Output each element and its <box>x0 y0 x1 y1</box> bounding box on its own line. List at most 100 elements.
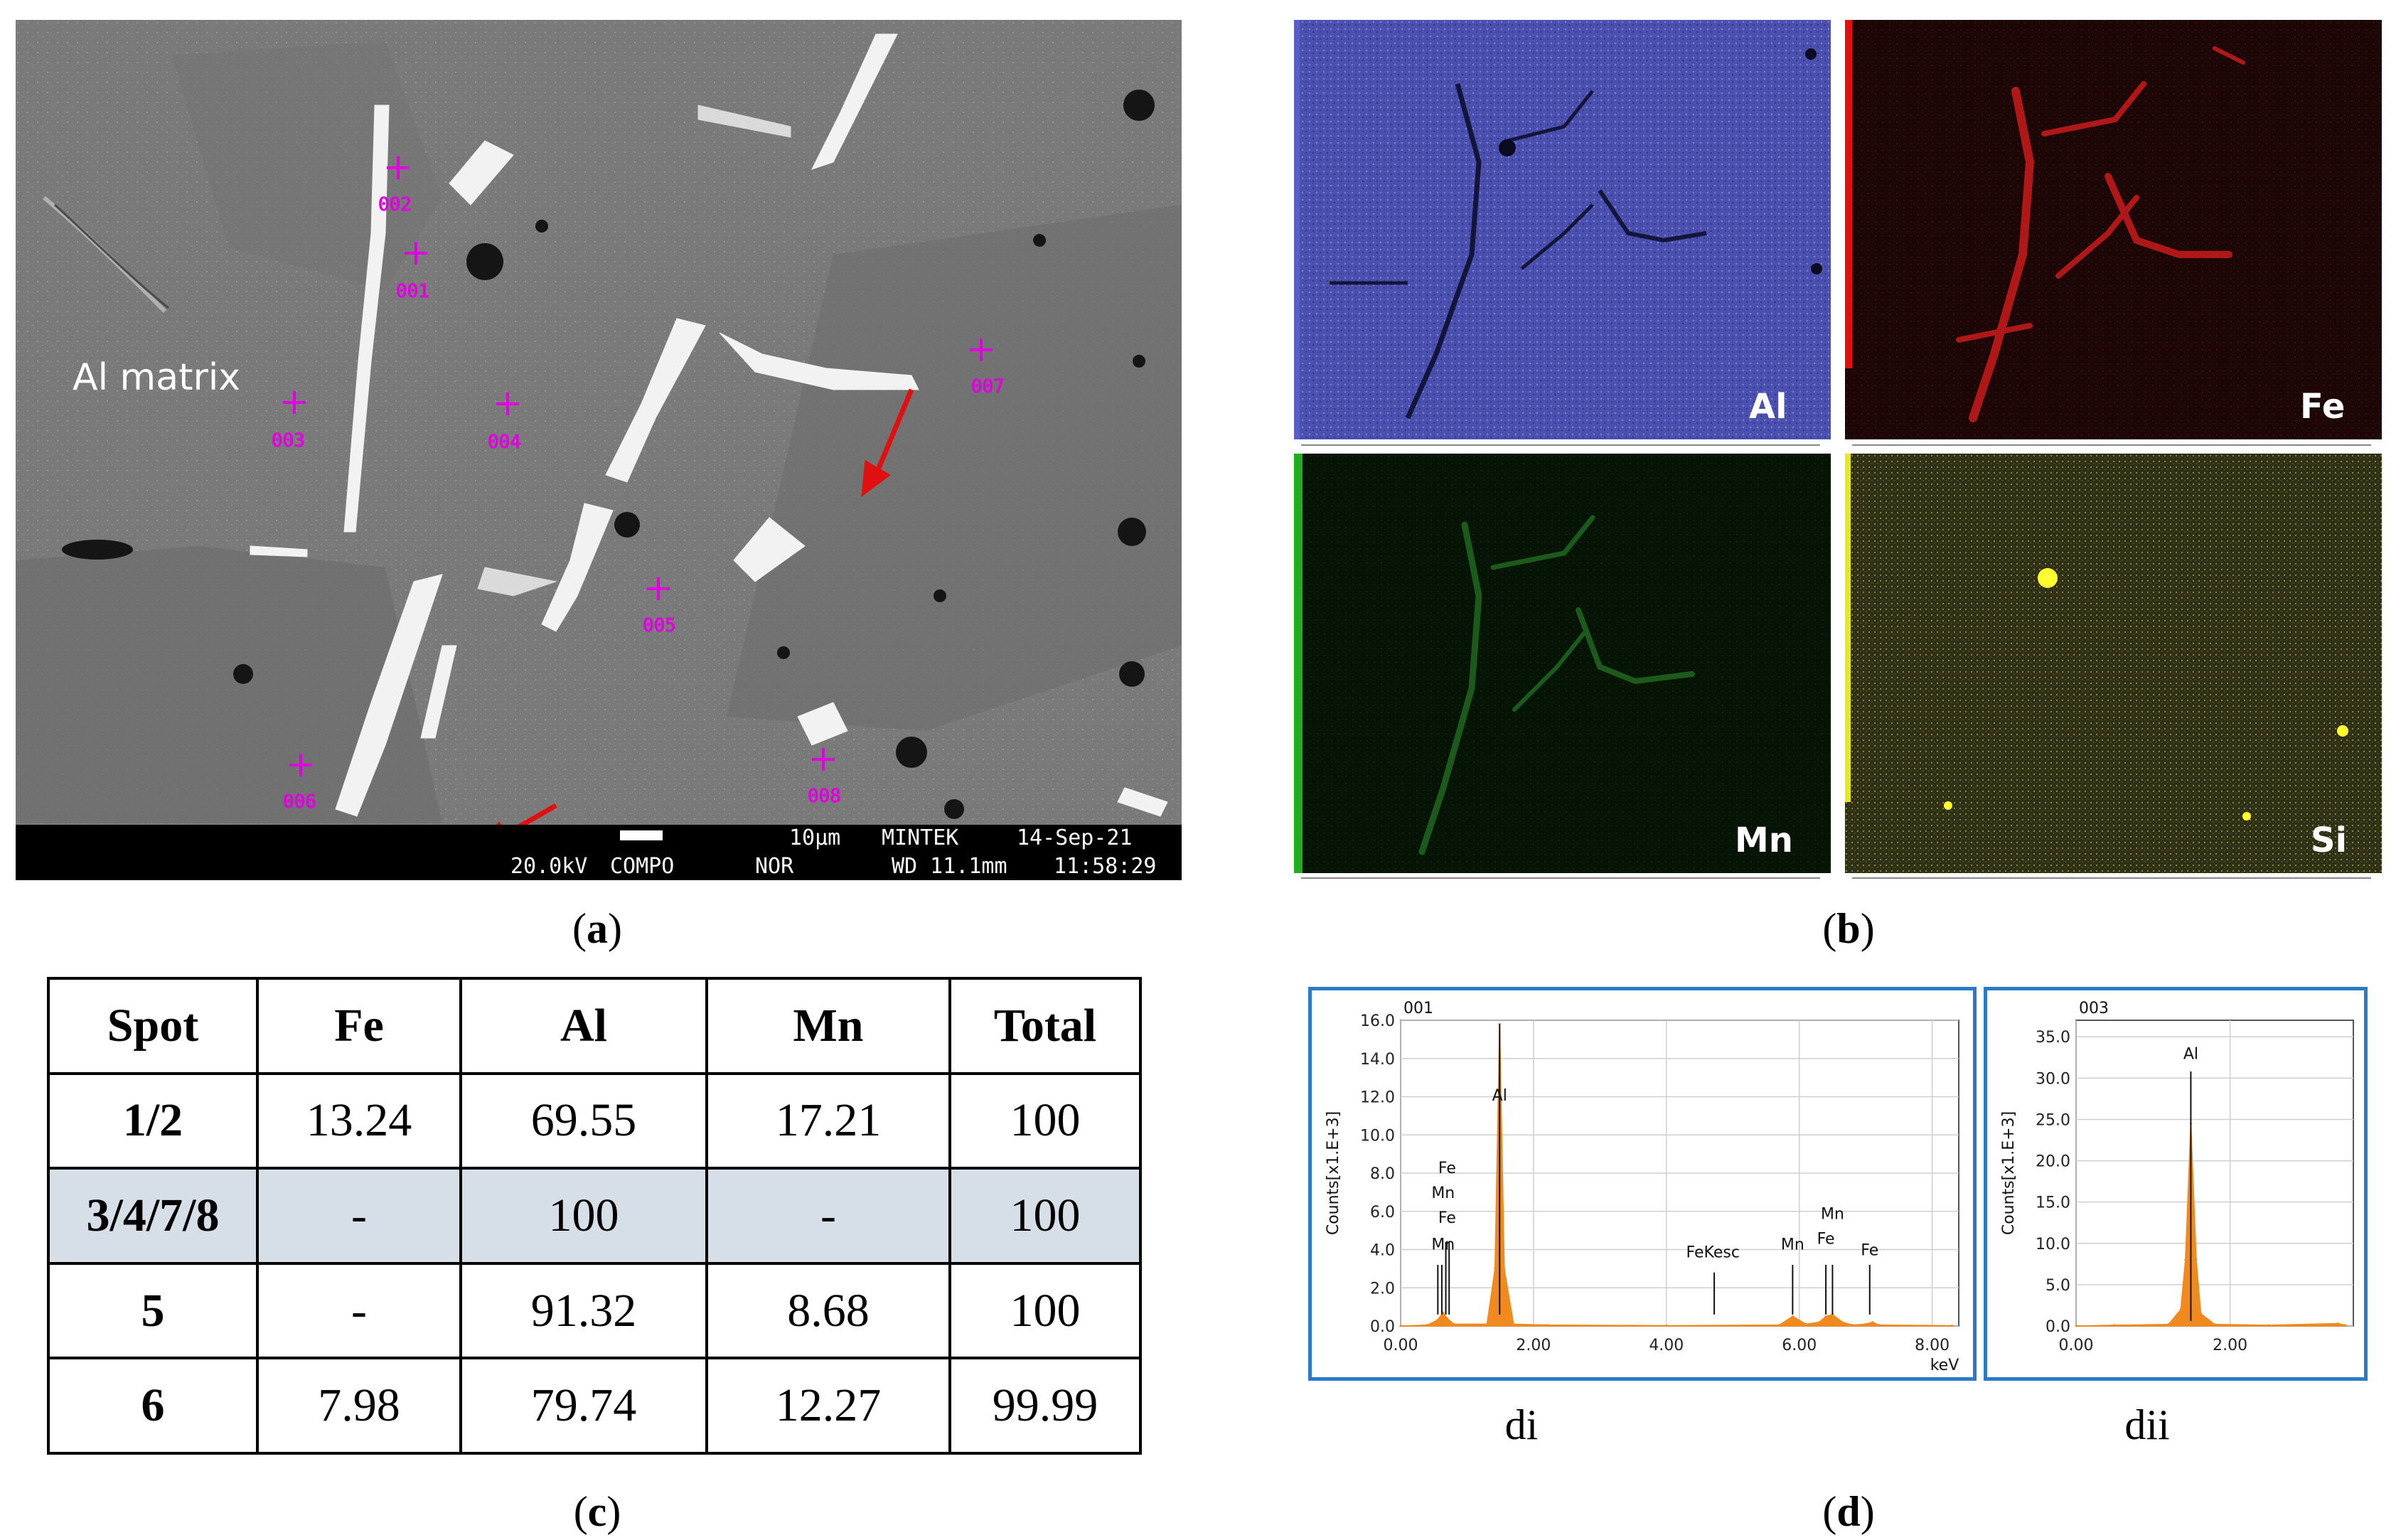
caption-dii: dii <box>2124 1401 2170 1448</box>
svg-text:008: 008 <box>808 786 841 807</box>
info-voltage: 20.0kV <box>510 854 587 879</box>
y-tick-label: 16.0 <box>1360 1012 1395 1030</box>
cell-spot: 3/4/7/8 <box>47 1167 259 1265</box>
table-row: 5 - 91.32 8.68 100 <box>47 1261 1142 1360</box>
cell-spot: 5 <box>47 1261 259 1360</box>
spectrum-point <box>2267 1324 2270 1327</box>
cell-al: 91.32 <box>459 1261 708 1360</box>
info-lab: MINTEK <box>882 825 958 850</box>
spectrum-title: 001 <box>1403 1000 1433 1017</box>
svg-text:004: 004 <box>488 432 521 453</box>
spectrum-point <box>1435 1319 1438 1322</box>
map-mn: Mn <box>1294 454 1831 883</box>
x-tick-label: 4.00 <box>1649 1337 1684 1354</box>
info-scale: 10μm <box>789 825 840 850</box>
info-date: 14-Sep-21 <box>1017 825 1133 850</box>
cell-total: 100 <box>948 1167 1142 1265</box>
al-matrix-label: Al matrix <box>73 356 240 399</box>
cell-mn: - <box>705 1167 951 1265</box>
spectrum-point <box>2113 1324 2116 1327</box>
spectrum-point <box>1851 1324 1854 1327</box>
y-axis-label: Counts[x1.E+3] <box>2000 1111 2018 1235</box>
col-header: Total <box>948 977 1142 1075</box>
spectrum-point <box>1485 1322 1488 1325</box>
spectrum-point <box>1546 1324 1549 1327</box>
cell-total: 100 <box>948 1071 1142 1170</box>
caption-d: (d) <box>1822 1488 1875 1535</box>
y-tick-label: 20.0 <box>2036 1153 2070 1171</box>
table-row: 1/2 13.24 69.55 17.21 100 <box>47 1071 1142 1170</box>
spectrum-point <box>1871 1321 1874 1324</box>
cell-al: 69.55 <box>459 1071 708 1170</box>
spectrum-title: 003 <box>2079 1000 2109 1017</box>
map-label-fe: Fe <box>2300 387 2345 427</box>
spectrum-point <box>1503 1267 1506 1270</box>
map-label-al: Al <box>1749 387 1787 427</box>
cell-spot: 6 <box>47 1357 259 1455</box>
map-si: Si <box>1845 454 2382 883</box>
spectrum-point <box>1841 1321 1844 1324</box>
y-axis-label: Counts[x1.E+3] <box>1325 1111 1342 1235</box>
svg-text:007: 007 <box>971 376 1005 397</box>
spectrum-point <box>1804 1322 1807 1325</box>
y-tick-label: 2.0 <box>1370 1280 1395 1298</box>
spectrum-point <box>1878 1324 1881 1327</box>
x-axis-label: keV <box>1930 1357 1959 1374</box>
table-row: 6 7.98 79.74 12.27 99.99 <box>47 1357 1142 1455</box>
svg-text:006: 006 <box>283 791 316 813</box>
x-tick-label: 0.00 <box>1384 1337 1418 1354</box>
cell-total: 99.99 <box>948 1357 1142 1455</box>
spectrum-point <box>2344 1324 2347 1327</box>
peak-label: Al <box>1492 1087 1507 1105</box>
composition-table: Spot Fe Al Mn Total 1/2 13.24 69.55 17.2… <box>47 977 1142 1455</box>
spectrum-point <box>1824 1315 1827 1318</box>
y-tick-label: 30.0 <box>2036 1070 2070 1088</box>
spectrum-di: 0.0 2.0 4.0 6.0 8.0 10.0 12.0 14.0 16.0 0.00 2.00 4… <box>1325 1000 1959 1374</box>
x-tick-label: 6.00 <box>1782 1337 1817 1354</box>
svg-text:005: 005 <box>643 615 676 636</box>
col-header: Al <box>459 977 708 1075</box>
spectrum-dii-frame: 0.0 5.0 10.0 15.0 20.0 25.0 30.0 35.0 0.00 2.00 Al… <box>1984 987 2368 1381</box>
info-time: 11:58:29 <box>1054 854 1157 879</box>
spectrum-point <box>1512 1322 1515 1325</box>
panel-b: Al Fe <box>1294 20 2382 883</box>
cell-mn: 8.68 <box>705 1261 951 1360</box>
plot-frame <box>2075 1020 2354 1327</box>
info-wd: WD 11.1mm <box>892 854 1007 879</box>
spectrum-area <box>2075 1123 2346 1327</box>
spectrum-point <box>2200 1312 2202 1315</box>
x-tick-label: 8.00 <box>1915 1337 1950 1354</box>
col-header: Spot <box>47 977 259 1075</box>
sem-micrograph: 002 001 003 004 005 006 007 008 Al matri… <box>16 20 1182 880</box>
y-tick-label: 5.0 <box>2045 1277 2070 1295</box>
cell-fe: 13.24 <box>256 1071 462 1170</box>
y-tick-label: 10.0 <box>1360 1127 1395 1145</box>
info-nor: NOR <box>755 854 794 879</box>
y-tick-label: 0.0 <box>1370 1318 1395 1336</box>
caption-di: di <box>1504 1401 1539 1448</box>
spectrum-point <box>1778 1324 1781 1327</box>
cell-fe: - <box>256 1167 462 1265</box>
map-fe: Fe <box>1845 20 2382 451</box>
info-mode: COMPO <box>610 854 674 879</box>
spectrum-point <box>2213 1323 2216 1326</box>
peak-label: Al <box>2183 1046 2198 1064</box>
x-tick-label: 2.00 <box>1516 1337 1551 1354</box>
y-tick-label: 14.0 <box>1360 1051 1395 1069</box>
caption-c: (c) <box>573 1488 621 1535</box>
spectrum-point <box>2167 1323 2170 1326</box>
svg-text:003: 003 <box>272 430 305 451</box>
map-al: Al <box>1294 20 1831 451</box>
svg-text:002: 002 <box>378 194 412 215</box>
x-tick-label: 0.00 <box>2059 1337 2094 1354</box>
peak-label: Mn <box>1431 1236 1455 1254</box>
spectrum-point <box>1494 1267 1497 1270</box>
col-header: Mn <box>705 977 951 1075</box>
map-label-mn: Mn <box>1735 820 1793 860</box>
spectrum-point <box>1442 1311 1445 1314</box>
spectrum-point <box>1453 1322 1455 1325</box>
spectrum-di-frame: 0.0 2.0 4.0 6.0 8.0 10.0 12.0 14.0 16.0 0.00 2.00 4… <box>1308 987 1977 1381</box>
y-tick-label: 8.0 <box>1370 1165 1395 1183</box>
cell-fe: - <box>256 1261 462 1360</box>
spectrum-point <box>1665 1324 1668 1327</box>
